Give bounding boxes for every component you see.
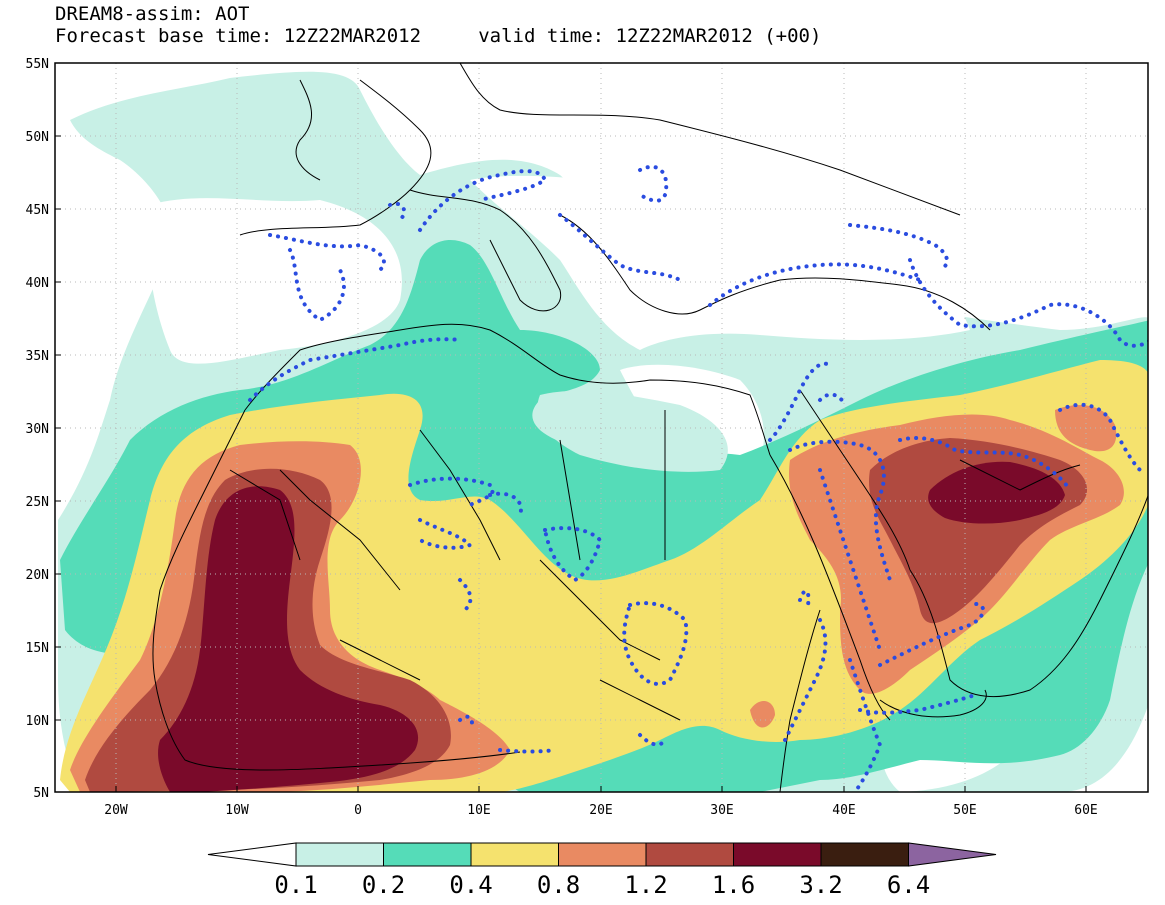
aot-shading	[58, 71, 1148, 792]
colorbar-swatch	[645, 842, 734, 867]
lon-label: 0	[354, 803, 362, 818]
colorbar-swatch	[733, 842, 822, 867]
colorbar-swatch	[820, 842, 909, 867]
colorbar-swatch	[470, 842, 559, 867]
forecast-times: Forecast base time: 12Z22MAR2012 valid t…	[55, 25, 822, 47]
dotted-sahel	[458, 714, 667, 754]
dotted-iberia	[268, 233, 386, 323]
lat-label: 30N	[26, 422, 49, 437]
dotted-arabia-west	[788, 439, 892, 652]
longitude-labels: 20W 10W 0 10E 20E 30E 40E 50E 60E	[104, 803, 1097, 818]
lat-label: 5N	[33, 786, 49, 801]
colorbar-arrow-high	[908, 842, 997, 867]
dotted-chad	[543, 526, 603, 583]
lat-label: 10N	[26, 714, 49, 729]
colorbar-swatch	[383, 842, 472, 867]
colorbar-level-label: 0.2	[361, 871, 406, 899]
colorbar-arrow-low	[207, 842, 297, 867]
aot-band-1.6	[158, 486, 419, 792]
dotted-sahara-2	[458, 491, 523, 612]
colorbar-swatch	[558, 842, 647, 867]
coast-africa-north	[244, 323, 771, 456]
dotted-alps	[388, 169, 548, 232]
dotted-balkans	[558, 164, 682, 282]
dotted-sinai	[768, 361, 847, 442]
coast-horn	[779, 609, 987, 792]
clear-area-libya	[537, 390, 728, 472]
colorbar-level-label: 1.6	[711, 871, 756, 899]
coast-europe	[239, 63, 991, 331]
dotted-contours	[248, 164, 1148, 792]
axis-ticks	[55, 62, 1087, 792]
dotted-north-africa	[248, 337, 462, 402]
colorbar-level-label: 0.8	[536, 871, 581, 899]
colorbar-level-label: 1.2	[624, 871, 668, 899]
dotted-yemen	[858, 602, 986, 715]
coast-red-sea	[769, 389, 911, 721]
grid-lines	[55, 63, 1148, 792]
lon-label: 40E	[832, 803, 855, 818]
dotted-sudan	[622, 601, 689, 686]
lon-label: 50E	[953, 803, 976, 818]
dotted-turkey	[708, 223, 1148, 348]
lon-label: 20E	[589, 803, 612, 818]
lat-label: 15N	[26, 641, 49, 656]
lon-label: 20W	[104, 803, 128, 818]
lat-label: 45N	[26, 203, 49, 218]
coastlines	[152, 63, 1148, 792]
lat-label: 35N	[26, 349, 49, 364]
aot-band-1.6-arabia	[928, 461, 1065, 524]
aot-band-0.8-horn	[750, 700, 775, 728]
lon-label: 10E	[467, 803, 490, 818]
lon-label: 30E	[710, 803, 733, 818]
border-lines	[229, 410, 681, 721]
clear-area-iberia	[148, 198, 402, 364]
coast-africa-west	[152, 409, 521, 771]
lon-label: 10W	[225, 803, 249, 818]
lat-label: 40N	[26, 276, 49, 291]
dotted-horn	[783, 589, 883, 792]
latitude-labels: 55N 50N 45N 40N 35N 30N 25N 20N 15N 10N …	[26, 57, 49, 801]
colorbar-level-label: 6.4	[886, 871, 931, 899]
dotted-sahara-1	[408, 476, 495, 550]
colorbar-level-label: 3.2	[799, 871, 843, 899]
coast-arabia	[909, 459, 1148, 698]
dotted-arabia-central	[898, 402, 1142, 492]
colorbar-level-label: 0.4	[449, 871, 493, 899]
lat-label: 20N	[26, 568, 49, 583]
clear-area-balkans	[470, 175, 970, 350]
lat-label: 50N	[26, 130, 49, 145]
colorbar-level-label: 0.1	[274, 871, 318, 899]
colorbar	[207, 842, 997, 867]
colorbar-swatch	[295, 842, 384, 867]
map-title: DREAM8-assim: AOT	[55, 3, 250, 25]
lon-label: 60E	[1074, 803, 1097, 818]
lat-label: 25N	[26, 495, 49, 510]
lat-label: 55N	[26, 57, 49, 72]
